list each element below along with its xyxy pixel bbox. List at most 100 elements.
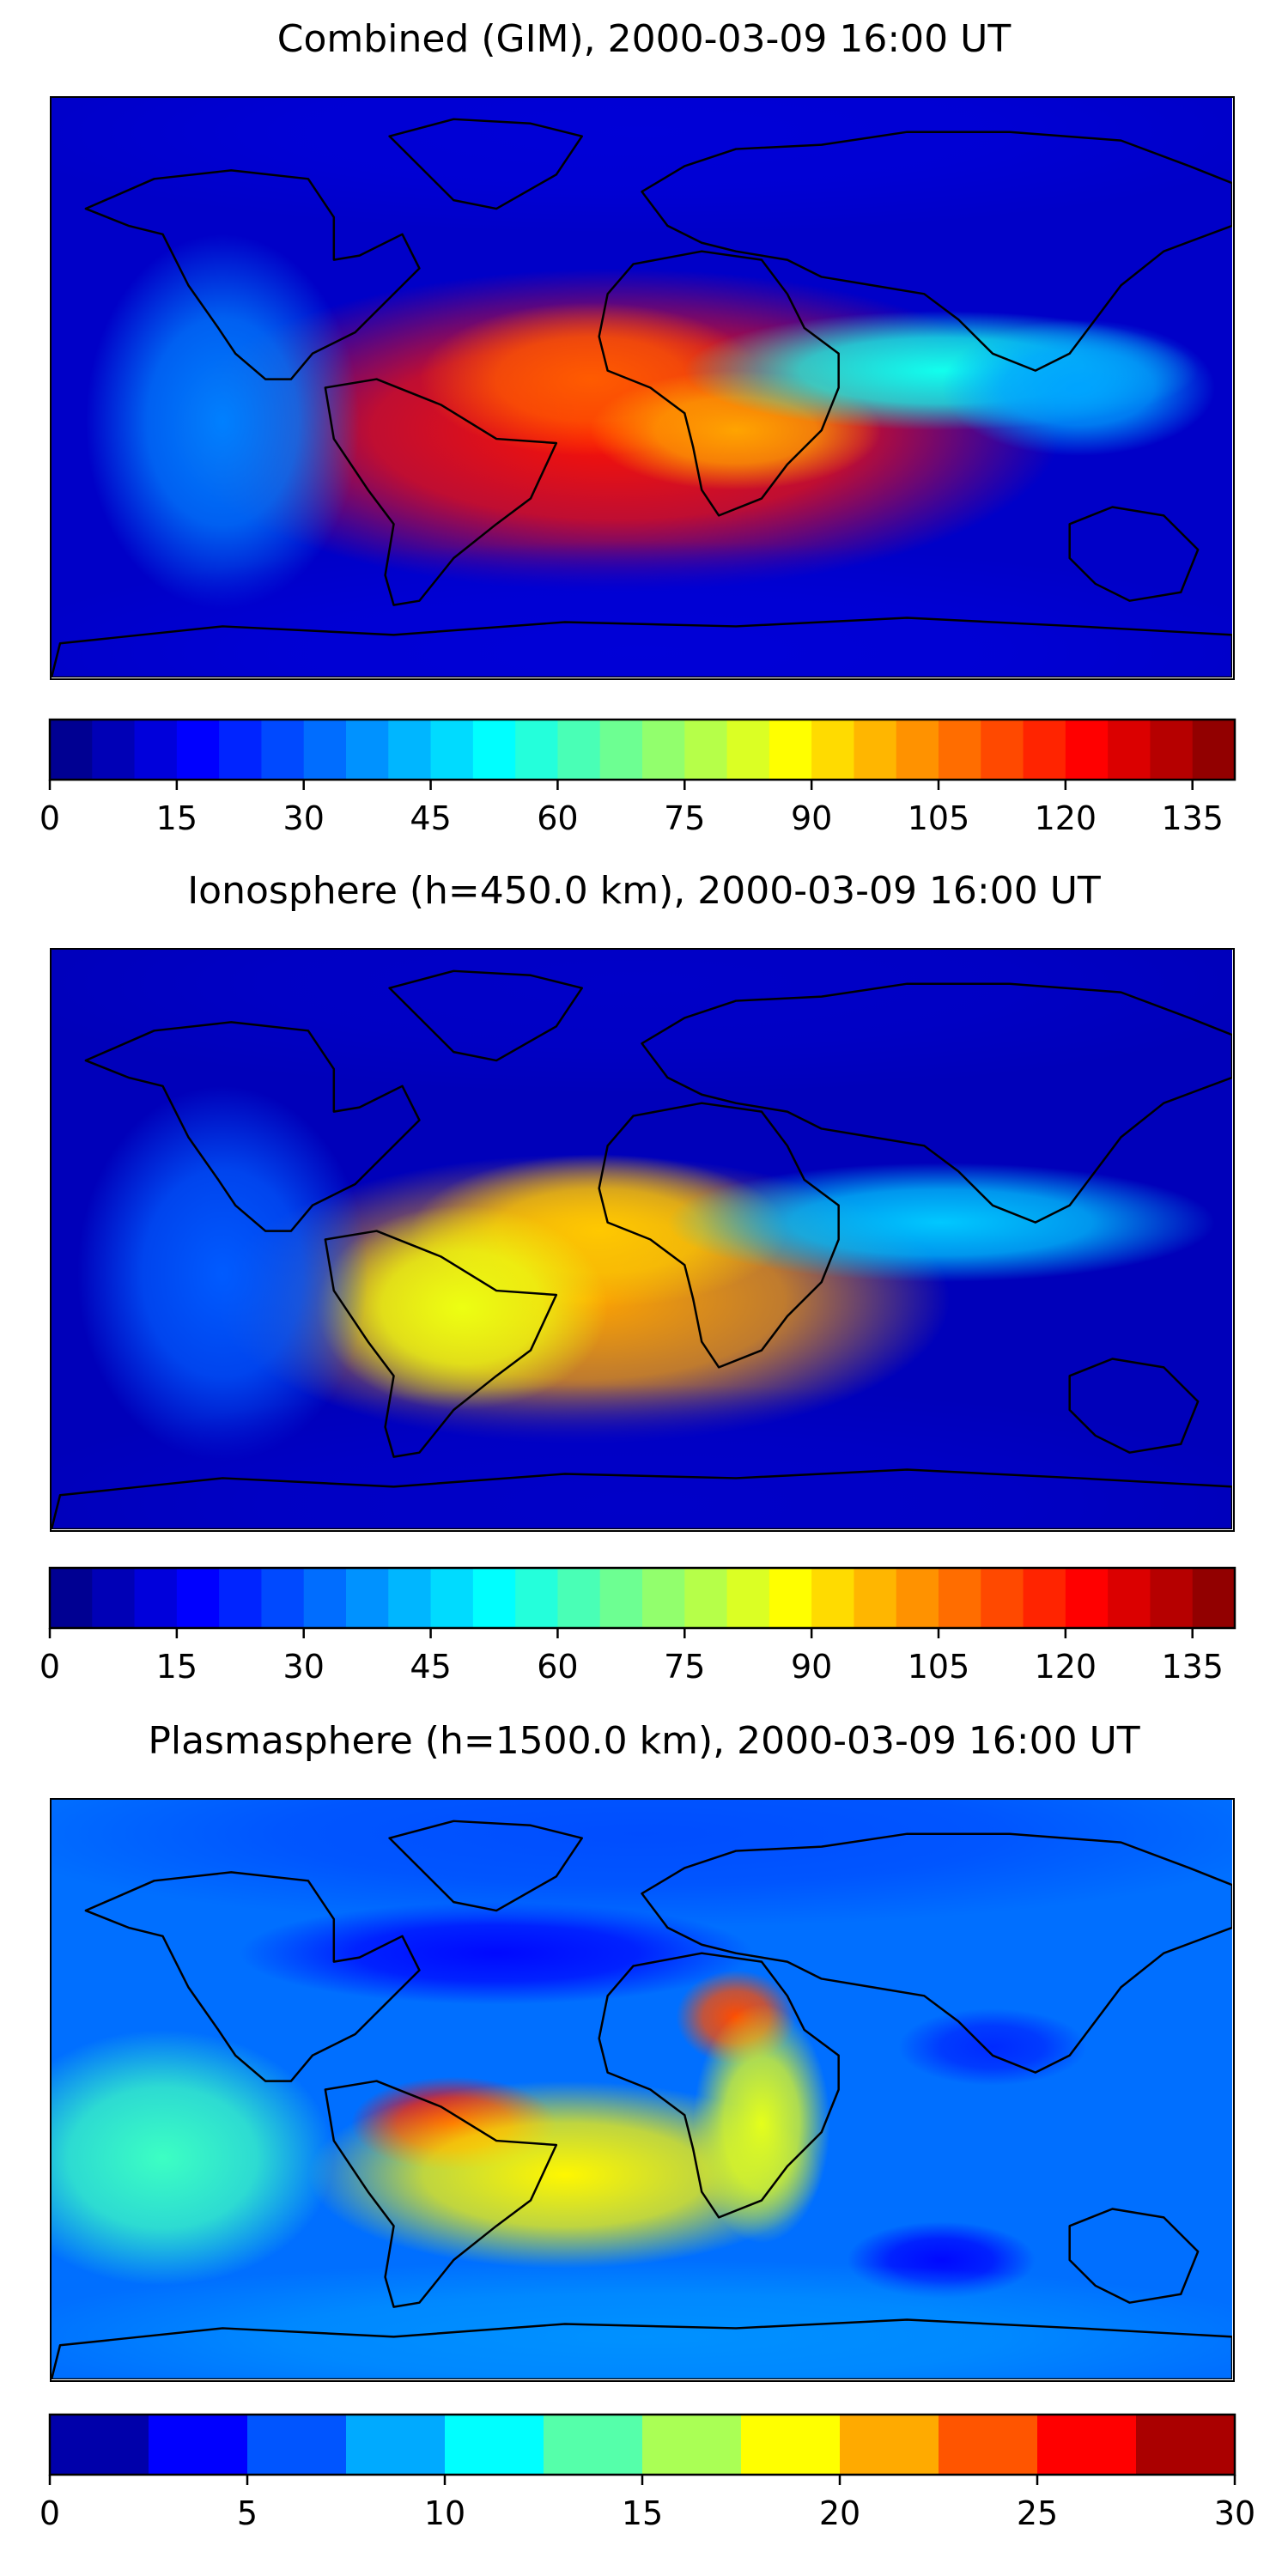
colorbar-tick-label: 90 (791, 799, 832, 837)
colorbar-segment (811, 1568, 855, 1628)
map-panel (50, 948, 1235, 1532)
colorbar-segment (261, 1568, 305, 1628)
colorbar-tick-label: 30 (1214, 2494, 1255, 2532)
colorbar-segment (92, 720, 136, 780)
colorbar-segment (896, 1568, 939, 1628)
colorbar-segment (303, 720, 347, 780)
colorbar-segment (430, 720, 474, 780)
tec-contour-region (898, 2008, 1087, 2086)
colorbar-tick-label: 75 (664, 1648, 705, 1686)
colorbar-segment (557, 720, 601, 780)
coastline (388, 969, 583, 1062)
colorbar: 0 15 30 45 60 75 90 105 120 135 (39, 1566, 1236, 1686)
colorbar-segment (430, 1568, 474, 1628)
colorbar-tick-label: 15 (156, 1648, 197, 1686)
colorbar-segment (1108, 720, 1151, 780)
coastline (84, 1871, 421, 2082)
colorbar-segment (684, 720, 728, 780)
colorbar-segment (544, 2415, 643, 2475)
coastline (324, 1230, 558, 1458)
coastline (52, 617, 1232, 677)
colorbar-tick-label: 135 (1161, 1648, 1224, 1686)
colorbar-segment (840, 2415, 939, 2475)
colorbar-segment (346, 1568, 389, 1628)
colorbar-segment (50, 1568, 93, 1628)
coastline (641, 131, 1232, 372)
colorbar-segment (50, 720, 93, 780)
colorbar-tick-label: 20 (819, 2494, 860, 2532)
colorbar-segment (388, 1568, 432, 1628)
colorbar-segment (981, 1568, 1024, 1628)
colorbar-segment (1065, 720, 1109, 780)
map-panel (50, 96, 1235, 680)
colorbar-segment (472, 1568, 516, 1628)
colorbar-segment (854, 1568, 897, 1628)
colorbar-segment (50, 2415, 149, 2475)
colorbar-segment (769, 720, 812, 780)
colorbar-tick-label: 90 (791, 1648, 832, 1686)
colorbar-segment (388, 720, 432, 780)
colorbar-segment (1150, 720, 1194, 780)
colorbar-segment (854, 720, 897, 780)
colorbar-tick-label: 0 (39, 799, 60, 837)
coastline (52, 2318, 1232, 2379)
colorbar-segment (1150, 1568, 1194, 1628)
colorbar-segment (769, 1568, 812, 1628)
colorbar-tick-label: 45 (410, 799, 451, 837)
colorbar-segment (1023, 720, 1066, 780)
colorbar-segment (741, 2415, 841, 2475)
colorbar-segment (219, 1568, 263, 1628)
colorbar-tick-label: 105 (908, 799, 970, 837)
colorbar-segment (1023, 1568, 1066, 1628)
colorbar-segment (981, 720, 1024, 780)
tec-contour-region (316, 1205, 608, 1411)
colorbar-tick-label: 15 (156, 799, 197, 837)
colorbar-frame (48, 718, 1236, 781)
coastline (324, 2080, 558, 2308)
colorbar-segment (149, 2415, 248, 2475)
chart-title: Ionosphere (h=450.0 km), 2000-03-09 16:0… (187, 869, 1101, 913)
tec-contour-region (76, 1085, 368, 1461)
colorbar-tick-label: 15 (622, 2494, 663, 2532)
map-panel (50, 1798, 1235, 2382)
colorbar-segment (642, 1568, 685, 1628)
colorbar-tick-label: 120 (1035, 799, 1097, 837)
colorbar-segment (176, 720, 220, 780)
tec-contour-region (667, 1163, 1216, 1283)
colorbar-segment (1037, 2415, 1137, 2475)
colorbar-segment (1108, 1568, 1151, 1628)
colorbar: 0 5 10 15 20 25 30 (39, 2413, 1255, 2532)
colorbar-segment (642, 2415, 742, 2475)
colorbar-tick-label: 10 (424, 2494, 465, 2532)
chart-title: Plasmasphere (h=1500.0 km), 2000-03-09 1… (148, 1719, 1140, 1763)
colorbar-segment (896, 720, 939, 780)
tec-contour-region (52, 1384, 1232, 1529)
coastline (388, 1820, 583, 1912)
colorbar-tick-label: 45 (410, 1648, 451, 1686)
tec-contour-region (307, 2081, 822, 2269)
coastline (641, 1832, 1232, 2074)
colorbar-segment (599, 720, 643, 780)
colorbar-segment (1136, 2415, 1236, 2475)
colorbar-tick-label: 0 (39, 1648, 60, 1686)
colorbar-segment (684, 1568, 728, 1628)
colorbar-segment (303, 1568, 347, 1628)
coastline (641, 982, 1232, 1224)
colorbar-segment (219, 720, 263, 780)
colorbar-segment (599, 1568, 643, 1628)
coastline (598, 1102, 840, 1369)
tec-contour-region (52, 950, 1232, 1095)
coastline (324, 378, 558, 606)
colorbar-segment (134, 720, 178, 780)
colorbar-segment (134, 1568, 178, 1628)
colorbar-tick-label: 105 (908, 1648, 970, 1686)
colorbar-tick-label: 5 (237, 2494, 258, 2532)
colorbar-segment (1192, 1568, 1236, 1628)
tec-contour-region (240, 1902, 754, 2005)
colorbar-frame (48, 1566, 1236, 1630)
coastline (598, 250, 840, 517)
colorbar-segment (346, 2415, 446, 2475)
colorbar-tick-label: 120 (1035, 1648, 1097, 1686)
colorbar-segment (261, 720, 305, 780)
colorbar-tick-label: 0 (39, 2494, 60, 2532)
